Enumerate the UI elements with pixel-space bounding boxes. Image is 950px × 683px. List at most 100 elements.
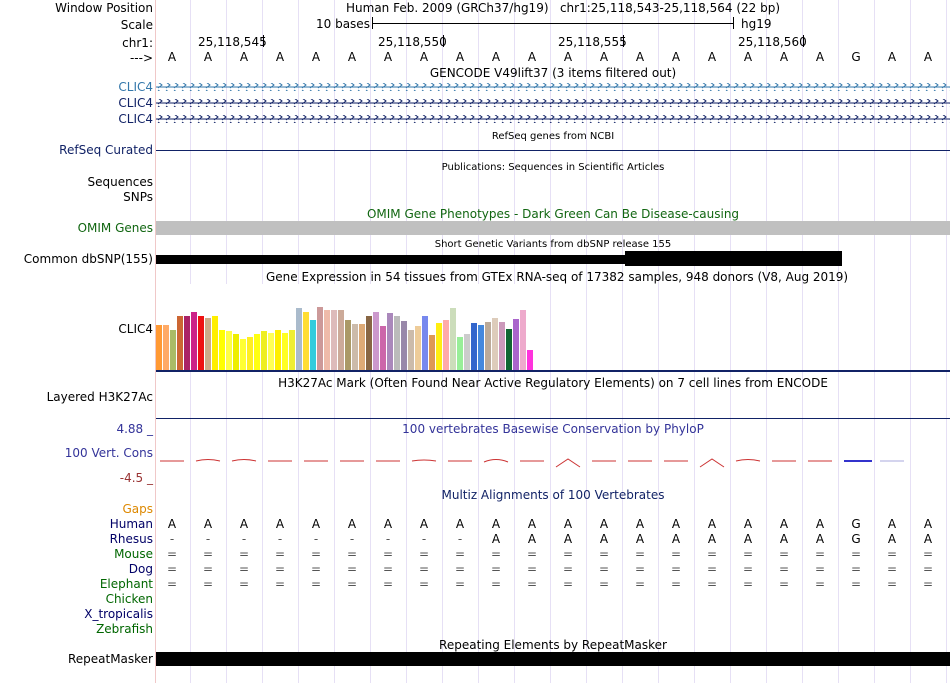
gtex-tissue-bar[interactable] — [408, 330, 414, 370]
h3k27ac-label[interactable]: Layered H3K27Ac — [46, 390, 153, 404]
multiz-species-label[interactable]: Elephant — [99, 577, 153, 591]
phylop-label[interactable]: 100 Vert. Cons — [64, 446, 153, 460]
gtex-tissue-bar[interactable] — [387, 313, 393, 370]
gencode-gene-3-line[interactable] — [156, 115, 950, 123]
gencode-gene-tracks[interactable] — [156, 81, 950, 125]
multiz-species-label[interactable]: Human — [109, 517, 153, 531]
dbsnp-feature-bar[interactable] — [156, 255, 842, 264]
gencode-item-2[interactable]: CLIC4 — [118, 96, 153, 110]
dbsnp-feature-block[interactable] — [625, 251, 842, 266]
gtex-tissue-bar[interactable] — [429, 335, 435, 370]
repeatmasker-label[interactable]: RepeatMasker — [67, 652, 153, 666]
multiz-base: = — [202, 547, 214, 561]
gencode-item-1[interactable]: CLIC4 — [118, 80, 153, 94]
gtex-tissue-bar[interactable] — [324, 310, 330, 370]
gtex-tissue-bar[interactable] — [331, 310, 337, 370]
publications-sequences-label[interactable]: Sequences — [87, 175, 153, 189]
gtex-tissue-bar[interactable] — [422, 316, 428, 370]
gtex-label[interactable]: CLIC4 — [118, 322, 153, 336]
gtex-tissue-bar[interactable] — [240, 339, 246, 370]
gtex-tissue-bar[interactable] — [163, 325, 169, 370]
gtex-tissue-bar[interactable] — [478, 325, 484, 370]
gtex-tissue-bar[interactable] — [261, 331, 267, 370]
phylop-graph[interactable] — [156, 452, 950, 472]
gtex-tissue-bar[interactable] — [506, 329, 512, 370]
gtex-tissue-bar[interactable] — [177, 316, 183, 370]
gencode-item-3[interactable]: CLIC4 — [118, 112, 153, 126]
base-letter: A — [671, 50, 681, 64]
gtex-tissue-bar[interactable] — [485, 322, 491, 370]
gtex-tissue-bar[interactable] — [233, 334, 239, 370]
gtex-tissue-bar[interactable] — [296, 308, 302, 370]
gtex-tissue-bar[interactable] — [359, 324, 365, 370]
multiz-base: = — [526, 577, 538, 591]
gtex-tissue-bar[interactable] — [275, 330, 281, 370]
gtex-tissue-bar[interactable] — [373, 312, 379, 370]
gtex-tissue-bar[interactable] — [499, 322, 505, 370]
gtex-tissue-bar[interactable] — [303, 312, 309, 370]
multiz-base: A — [311, 517, 321, 531]
gtex-tissue-bar[interactable] — [184, 316, 190, 370]
multiz-species-label[interactable]: Zebrafish — [96, 622, 153, 636]
gtex-tissue-bar[interactable] — [282, 333, 288, 370]
gtex-tissue-bar[interactable] — [191, 312, 197, 370]
gtex-tissue-bar[interactable] — [289, 330, 295, 370]
gtex-tissue-bar[interactable] — [394, 316, 400, 370]
repeatmasker-feature-bar[interactable] — [156, 652, 950, 666]
gtex-tissue-bar[interactable] — [338, 310, 344, 370]
base-letter: A — [635, 50, 645, 64]
gtex-tissue-bar[interactable] — [492, 318, 498, 370]
omim-label[interactable]: OMIM Genes — [77, 221, 153, 235]
gtex-tissue-bar[interactable] — [471, 323, 477, 370]
dbsnp-label[interactable]: Common dbSNP(155) — [23, 252, 153, 266]
multiz-species-label[interactable]: Dog — [128, 562, 153, 576]
multiz-species-label[interactable]: X_tropicalis — [84, 607, 153, 621]
gtex-tissue-bar[interactable] — [205, 318, 211, 370]
gtex-tissue-bar[interactable] — [380, 326, 386, 370]
gtex-tissue-bar[interactable] — [352, 324, 358, 370]
gencode-gene-2-line[interactable] — [156, 99, 950, 107]
gtex-tissue-bar[interactable] — [345, 320, 351, 370]
gtex-tissue-bar[interactable] — [247, 337, 253, 370]
multiz-base: A — [815, 517, 825, 531]
gtex-tissue-bar[interactable] — [527, 350, 533, 370]
gtex-tissue-bar[interactable] — [219, 330, 225, 370]
gtex-chart[interactable] — [156, 284, 536, 370]
multiz-species-label[interactable]: Rhesus — [109, 532, 153, 546]
refseq-gene-line[interactable] — [156, 150, 950, 151]
publications-snps-label[interactable]: SNPs — [123, 190, 153, 204]
gtex-tissue-bar[interactable] — [226, 331, 232, 370]
gtex-tissue-bar[interactable] — [464, 334, 470, 370]
gtex-tissue-bar[interactable] — [268, 333, 274, 370]
omim-feature-bar[interactable] — [156, 221, 950, 235]
multiz-base: = — [706, 547, 718, 561]
multiz-base: = — [886, 547, 898, 561]
gtex-tissue-bar[interactable] — [156, 325, 162, 370]
gtex-tissue-bar[interactable] — [212, 316, 218, 370]
multiz-species-label[interactable]: Chicken — [105, 592, 153, 606]
gtex-tissue-bar[interactable] — [415, 326, 421, 370]
multiz-base: = — [670, 577, 682, 591]
gtex-tissue-bar[interactable] — [198, 316, 204, 370]
gtex-tissue-bar[interactable] — [170, 330, 176, 370]
gtex-tissue-bar[interactable] — [443, 320, 449, 370]
refseq-label[interactable]: RefSeq Curated — [59, 143, 153, 157]
gtex-tissue-bar[interactable] — [254, 334, 260, 370]
gencode-gene-1-line[interactable] — [156, 83, 950, 91]
multiz-species-label[interactable]: Mouse — [114, 547, 153, 561]
gtex-tissue-bar[interactable] — [366, 316, 372, 370]
gtex-tissue-bar[interactable] — [436, 323, 442, 370]
multiz-base: = — [274, 577, 286, 591]
gtex-tissue-bar[interactable] — [450, 308, 456, 370]
multiz-gaps-label[interactable]: Gaps — [122, 502, 153, 516]
gtex-tissue-bar[interactable] — [401, 321, 407, 370]
gtex-tissue-bar[interactable] — [317, 307, 323, 370]
gtex-tissue-bar[interactable] — [457, 337, 463, 370]
gtex-tissue-bar[interactable] — [310, 320, 316, 370]
gtex-tissue-bar[interactable] — [513, 319, 519, 370]
multiz-base: A — [167, 517, 177, 531]
multiz-base: = — [310, 547, 322, 561]
multiz-base: = — [886, 562, 898, 576]
gtex-tissue-bar[interactable] — [520, 310, 526, 370]
